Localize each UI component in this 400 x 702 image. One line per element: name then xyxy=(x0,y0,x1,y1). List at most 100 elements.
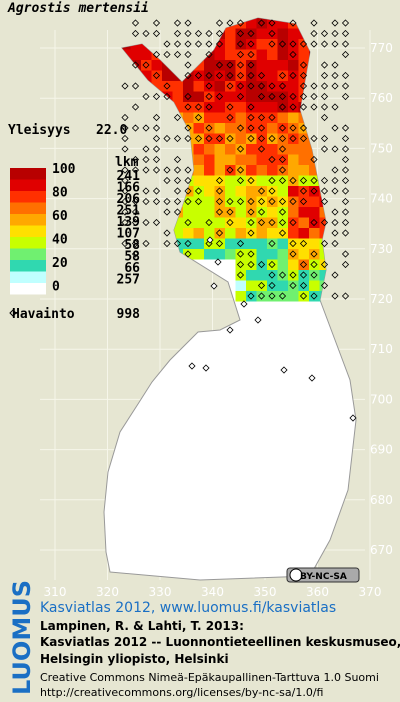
cell xyxy=(204,186,215,197)
cell xyxy=(309,217,320,228)
observation-dot xyxy=(194,40,203,48)
cell xyxy=(267,154,278,165)
observation-dot xyxy=(268,40,276,48)
observation-dot xyxy=(226,326,234,334)
observation-dot xyxy=(320,187,329,195)
observation-dot xyxy=(341,50,350,59)
cell xyxy=(330,144,341,155)
cell xyxy=(214,81,225,92)
cell xyxy=(298,238,309,249)
observation-dot xyxy=(163,92,171,101)
cell xyxy=(225,39,236,50)
cell xyxy=(309,186,320,197)
observation-dot xyxy=(299,92,308,101)
cell xyxy=(340,175,351,186)
observation-dot xyxy=(152,124,161,132)
observation-dot xyxy=(194,113,203,122)
cell xyxy=(162,133,173,144)
cell xyxy=(162,60,173,71)
observation-dot xyxy=(173,187,182,195)
cell xyxy=(162,123,173,134)
cell xyxy=(141,186,152,197)
observation-dot xyxy=(331,176,339,185)
x-tick-label: 330 xyxy=(149,585,172,599)
cell xyxy=(277,18,288,29)
observation-dot xyxy=(289,71,297,80)
cell xyxy=(193,112,204,123)
cell xyxy=(193,144,204,155)
cell xyxy=(256,144,267,155)
observation-dot xyxy=(215,208,224,216)
cell xyxy=(141,123,152,134)
observation-dot xyxy=(299,103,308,111)
observation-dot xyxy=(163,208,171,216)
observation-dot xyxy=(299,197,308,206)
cell xyxy=(172,175,183,186)
cell xyxy=(162,238,173,249)
cell xyxy=(267,165,278,176)
observation-dot xyxy=(184,166,192,174)
observation-dot xyxy=(121,134,129,143)
observation-dot xyxy=(173,197,182,206)
cell xyxy=(235,291,246,302)
cell xyxy=(298,228,309,239)
observation-dot xyxy=(299,134,308,143)
observation-dot xyxy=(184,124,192,132)
cell xyxy=(340,270,351,281)
cell xyxy=(162,81,173,92)
cell xyxy=(141,60,152,71)
cell xyxy=(319,165,330,176)
observation-dot xyxy=(331,82,339,90)
observation-dot xyxy=(226,103,234,111)
cell xyxy=(246,18,257,29)
cell xyxy=(141,249,152,260)
cell xyxy=(235,217,246,228)
cell xyxy=(319,207,330,218)
cell xyxy=(330,112,341,123)
observation-dot xyxy=(184,176,192,185)
cell xyxy=(183,228,194,239)
cell xyxy=(277,112,288,123)
cell xyxy=(151,18,162,29)
cell xyxy=(256,175,267,186)
cell xyxy=(172,165,183,176)
observation-dot xyxy=(236,40,245,48)
observation-dot xyxy=(121,113,129,122)
observation-dot xyxy=(268,19,276,27)
cell xyxy=(277,259,288,270)
cell xyxy=(340,165,351,176)
cell xyxy=(340,238,351,249)
cell xyxy=(277,60,288,71)
cell xyxy=(204,123,215,134)
cell xyxy=(298,123,309,134)
observation-dot xyxy=(173,239,182,248)
observation-dot xyxy=(210,282,218,290)
observation-dot xyxy=(215,134,224,143)
cell xyxy=(235,249,246,260)
frequency-value: 22.0 xyxy=(96,123,127,138)
cell xyxy=(309,238,320,249)
cell xyxy=(246,165,257,176)
cell xyxy=(340,133,351,144)
observation-dot xyxy=(121,82,129,90)
observation-dot xyxy=(247,260,255,269)
observation-dot xyxy=(320,92,329,101)
cell xyxy=(277,207,288,218)
cell xyxy=(330,102,341,113)
legend-count: 166 xyxy=(117,181,141,196)
cell xyxy=(246,70,257,81)
observation-dot xyxy=(299,61,308,69)
cell xyxy=(340,144,351,155)
cell xyxy=(183,186,194,197)
observation-dot xyxy=(320,40,329,48)
observation-dot xyxy=(205,92,213,101)
cell xyxy=(172,133,183,144)
legend-count: 241 xyxy=(117,169,141,184)
cell xyxy=(141,28,152,39)
cell xyxy=(267,196,278,207)
cell xyxy=(225,18,236,29)
cell xyxy=(141,18,152,29)
observation-dot xyxy=(268,134,276,143)
observation-dot xyxy=(226,82,234,90)
cell xyxy=(162,144,173,155)
